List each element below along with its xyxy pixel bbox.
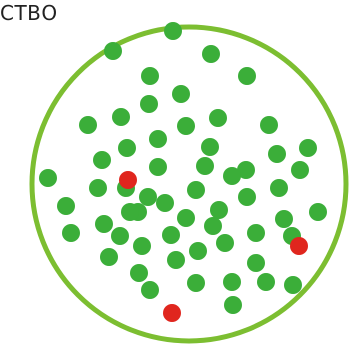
green-dot: [133, 237, 151, 255]
green-dot: [189, 242, 207, 260]
green-dot: [104, 42, 122, 60]
green-dot: [187, 181, 205, 199]
green-dot: [275, 210, 293, 228]
green-dot: [260, 116, 278, 134]
green-dot: [93, 151, 111, 169]
green-dot: [247, 224, 265, 242]
green-dot: [202, 45, 220, 63]
green-dot: [257, 273, 275, 291]
green-dot: [121, 203, 139, 221]
red-dot: [290, 237, 308, 255]
boundary-ring: [32, 27, 346, 341]
green-dot: [238, 67, 256, 85]
green-dot: [140, 95, 158, 113]
green-dot: [196, 157, 214, 175]
green-dot: [62, 224, 80, 242]
green-dot: [167, 251, 185, 269]
green-dot: [79, 116, 97, 134]
green-dot: [238, 188, 256, 206]
green-dot: [118, 139, 136, 157]
green-dot: [284, 276, 302, 294]
green-dot: [172, 85, 190, 103]
green-dot: [223, 167, 241, 185]
green-dot: [201, 138, 219, 156]
green-dot: [130, 264, 148, 282]
green-dot: [270, 179, 288, 197]
green-dot: [177, 209, 195, 227]
green-dot: [156, 194, 174, 212]
red-dot: [119, 171, 137, 189]
green-dot: [100, 248, 118, 266]
green-dot: [204, 217, 222, 235]
green-dot: [210, 201, 228, 219]
green-dot: [95, 215, 113, 233]
green-dot: [247, 254, 265, 272]
green-dot: [291, 161, 309, 179]
green-dot: [209, 109, 227, 127]
green-dot: [139, 188, 157, 206]
green-dot: [187, 274, 205, 292]
green-dot: [149, 158, 167, 176]
green-dot: [216, 234, 234, 252]
green-dot: [57, 197, 75, 215]
green-dot: [111, 227, 129, 245]
green-dot: [141, 67, 159, 85]
green-dot: [162, 226, 180, 244]
green-dot: [309, 203, 327, 221]
green-dot: [224, 296, 242, 314]
green-dot: [141, 281, 159, 299]
red-dot: [163, 304, 181, 322]
green-dot: [177, 117, 195, 135]
green-dot: [268, 145, 286, 163]
green-dot: [223, 273, 241, 291]
green-dot: [89, 179, 107, 197]
green-dot: [164, 22, 182, 40]
green-dot: [149, 130, 167, 148]
green-dot: [299, 139, 317, 157]
green-dot: [39, 169, 57, 187]
green-dot: [112, 108, 130, 126]
